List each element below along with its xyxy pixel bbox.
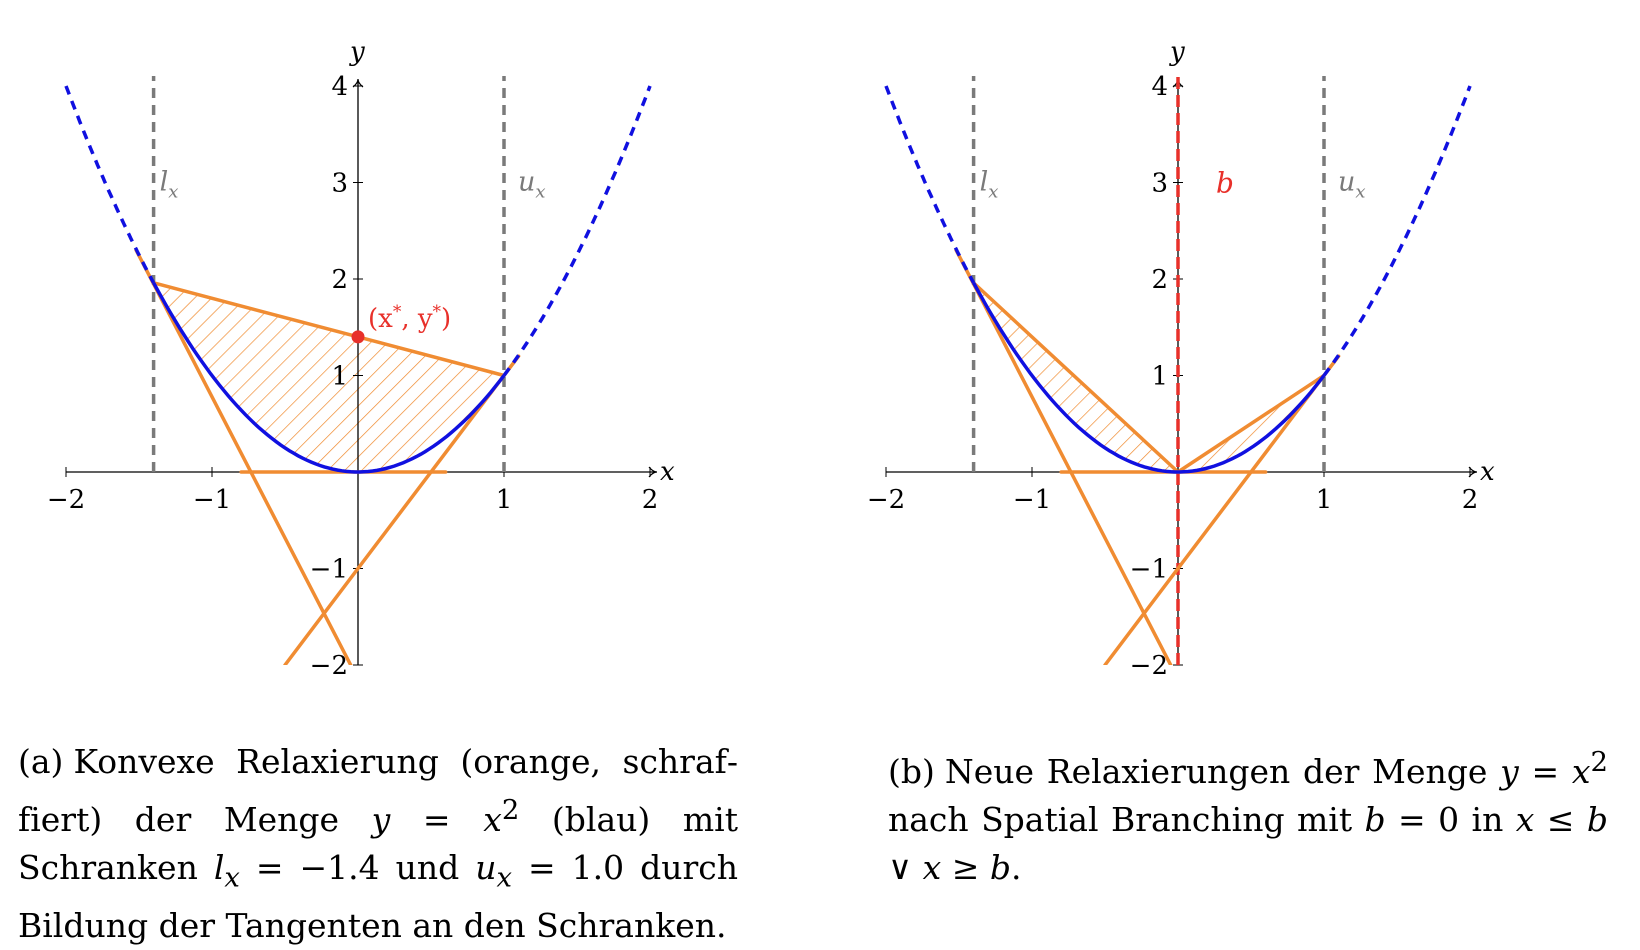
x-axis-arrow: [1468, 466, 1478, 478]
u-bound-sub: x: [1355, 182, 1365, 203]
hatched-relaxation: [153, 282, 504, 472]
x-tick-label: −1: [1013, 485, 1051, 515]
relaxation-line: [971, 281, 1180, 474]
chart-panel-a: −2 −1 1 2 −2 −1 1 2 3 4 x y lx ux (x*, y*): [0, 0, 820, 700]
x-tick-label: −2: [867, 485, 905, 515]
optimum-label-close: ): [441, 304, 451, 334]
relaxation-line: [283, 354, 521, 665]
relaxation-line: [134, 248, 353, 665]
x-tick-label: 2: [642, 485, 659, 515]
caption-b-text-4: .: [1011, 848, 1022, 887]
caption-a-text-4: = 1.0 durch Bildung der Tangenten an den…: [18, 848, 738, 945]
optimum-label-mid: , y: [401, 304, 433, 334]
relaxation-line: [151, 281, 506, 378]
u-bound-label: ux: [518, 167, 546, 203]
caption-a-text-3: = −1.4 und: [239, 848, 476, 887]
caption-a-var-x: x: [483, 800, 502, 839]
y-tick-label: −2: [310, 651, 348, 681]
caption-a-label: (a): [18, 742, 64, 781]
chart-panel-b: −2 −1 1 2 −2 −1 1 2 3 4 x y lx ux b: [820, 0, 1640, 700]
caption-b-text-1: Neue Relaxierungen der Menge: [944, 752, 1501, 791]
relaxation-line: [1176, 373, 1326, 474]
parabola-dashed: [502, 85, 652, 377]
l-bound-label: lx: [160, 167, 179, 203]
caption-a-lx: l: [213, 848, 225, 887]
relaxation-lines: [954, 248, 1341, 665]
branch-label: b: [1216, 167, 1234, 200]
x-tick-label: −1: [193, 485, 231, 515]
l-bound-label: lx: [980, 167, 999, 203]
y-tick-label: −2: [1130, 651, 1168, 681]
caption-a-sup: 2: [501, 794, 520, 826]
parabola-dashed: [1322, 85, 1472, 377]
u-bound-sub: x: [535, 182, 545, 203]
optimum-point: [351, 330, 365, 344]
relaxation-lines: [134, 248, 521, 665]
y-tick-label: 2: [331, 265, 348, 295]
caption-a-text-2: (blau) mit Schranken: [18, 800, 738, 887]
y-tick-label: 3: [1151, 169, 1168, 199]
y-tick-label: 2: [1151, 265, 1168, 295]
caption-b-text-3: = 0 in: [1385, 800, 1516, 839]
x-axis-label: x: [660, 457, 675, 487]
caption-a-lx-sub: x: [224, 861, 240, 894]
caption-b-expr: x ≤ b ∨ x ≥ b: [888, 800, 1608, 887]
caption-a-eq: =: [390, 800, 484, 839]
caption-b-sup: 2: [1590, 746, 1609, 778]
u-bound-label: ux: [1338, 167, 1366, 203]
y-tick-label: −1: [310, 555, 348, 585]
caption-b: (b) Neue Relaxierungen der Menge y = x2 n…: [888, 738, 1608, 892]
parabola-solid: [152, 282, 506, 474]
caption-b-text-2: nach Spatial Branching mit: [888, 800, 1365, 839]
y-tick-label: 3: [331, 169, 348, 199]
caption-a-text-1: Konvexe Relaxierung (orange, schraf­fier…: [18, 742, 738, 839]
y-tick-label: 4: [1151, 72, 1168, 102]
parabola-solid: [972, 282, 1326, 474]
y-tick-label: −1: [1130, 555, 1168, 585]
y-tick-label: 1: [331, 362, 348, 392]
optimum-label: (x*, y*): [368, 302, 451, 334]
caption-b-label: (b): [888, 752, 935, 791]
x-tick-label: 2: [1462, 485, 1479, 515]
parabola-dashed: [884, 85, 976, 284]
caption-b-var-x: x: [1571, 752, 1591, 791]
optimum-label-star: *: [433, 302, 442, 322]
l-bound-sub: x: [168, 182, 178, 203]
parabola-dashed: [64, 85, 156, 284]
caption-a-ux: u: [475, 848, 497, 887]
chart-b-svg: −2 −1 1 2 −2 −1 1 2 3 4 x y lx ux b: [867, 37, 1495, 681]
y-tick-label: 1: [1151, 362, 1168, 392]
l-bound-sub: x: [988, 182, 998, 203]
y-tick-label: 4: [331, 72, 348, 102]
optimum-label-star: *: [393, 302, 402, 322]
caption-b-var-b: b: [1364, 800, 1386, 839]
y-axis-label: y: [1169, 37, 1185, 67]
relaxation-line: [1103, 354, 1341, 665]
x-tick-label: 1: [1316, 485, 1333, 515]
y-axis-arrow: [352, 78, 364, 88]
optimum-label-open: (x: [368, 304, 393, 334]
y-axis-label: y: [349, 37, 365, 67]
caption-a-var-y: y: [371, 800, 391, 839]
x-tick-label: −2: [47, 485, 85, 515]
x-tick-label: 1: [496, 485, 513, 515]
relaxation-line: [954, 248, 1173, 665]
x-axis-arrow: [648, 466, 658, 478]
x-axis-label: x: [1480, 457, 1495, 487]
caption-a: (a) Konvexe Relaxierung (orange, schraf­f…: [18, 738, 738, 950]
caption-b-eq: =: [1518, 752, 1572, 791]
caption-a-ux-sub: x: [496, 861, 513, 894]
caption-b-var-y: y: [1500, 752, 1519, 791]
